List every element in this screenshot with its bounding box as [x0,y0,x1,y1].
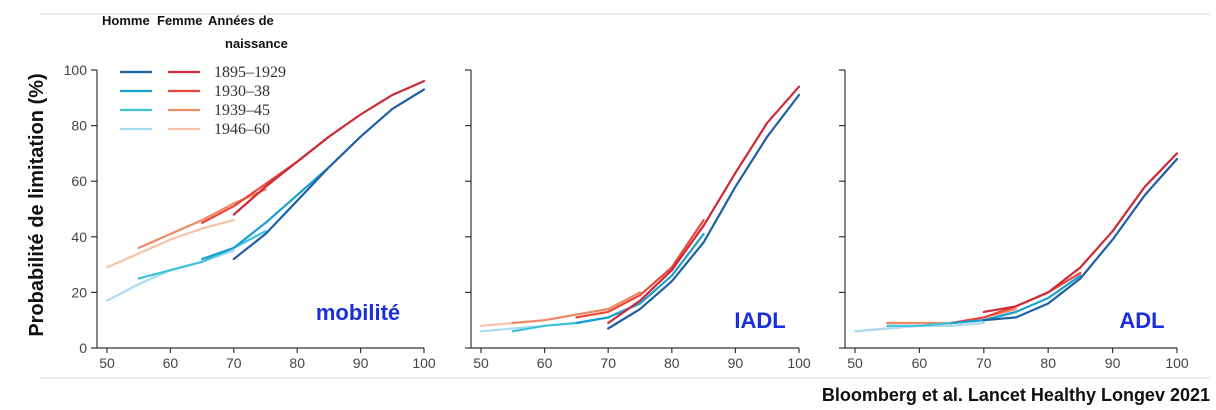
legend-cohort-label: 1930–38 [214,83,270,100]
panel-adl: 50 60 70 80 90 100 ADL [839,69,1189,371]
series-line-men-193038 [201,166,330,261]
legend: Homme Femme Années de naissance 1895–192… [102,13,288,138]
x-tick-label: 90 [353,355,369,371]
y-tick-label: 40 [71,229,87,245]
panel-label: IADL [734,308,785,333]
series-line-men-18951929 [982,157,1179,322]
x-tick-label: 60 [537,355,553,371]
legend-cohort-label: 1895–1929 [214,64,286,81]
x-tick-label: 60 [912,355,928,371]
x-tick-label: 60 [163,355,179,371]
series-line-men-193038 [950,274,1082,325]
y-tick-label: 60 [71,173,87,189]
legend-header-cohort-line2: naissance [225,36,288,51]
legend-header-men: Homme [102,13,150,28]
y-tick-label: 100 [64,62,88,78]
x-tick-label: 50 [99,355,115,371]
series-line-men-193038 [575,232,705,325]
panel-iadl: 50 60 70 80 90 100 IADL [465,69,811,371]
series-line-men-193945 [137,230,267,280]
panel-label: ADL [1119,308,1164,333]
x-tick-label: 50 [473,355,489,371]
x-tick-label: 50 [847,355,863,371]
x-tick-label: 100 [412,355,436,371]
x-tick-label: 80 [664,355,680,371]
x-tick-label: 80 [1040,355,1056,371]
x-tick-label: 90 [1105,355,1121,371]
y-tick-label: 0 [79,340,87,356]
legend-header-cohort-line1: Années de [208,13,274,28]
series-line-women-18951929 [232,80,426,216]
x-tick-label: 80 [289,355,305,371]
series-line-men-18951929 [232,88,426,261]
x-tick-label: 90 [728,355,744,371]
x-tick-label: 100 [1165,355,1189,371]
x-tick-label: 70 [226,355,242,371]
y-axis-label: Probabilité de limitation (%) [26,73,48,336]
legend-cohort-label: 1939–45 [214,102,270,119]
x-tick-label: 70 [600,355,616,371]
series-line-women-193038 [575,219,705,319]
series-line-women-193945 [511,291,642,325]
panel-label: mobilité [316,300,400,325]
x-tick-label: 70 [976,355,992,371]
legend-rows: 1895–1929 1930–38 1939–45 1946–60 [120,64,286,138]
series-line-men-18951929 [607,93,801,330]
panel-mobilite: 0 20 40 60 80 100 50 60 70 80 90 100 mobilité [64,62,436,371]
series-line-women-194660 [105,219,235,269]
series-line-women-193038 [950,271,1082,325]
citation: Bloomberg et al. Lancet Healthy Longev 2… [822,385,1210,405]
y-tick-label: 80 [71,118,87,134]
series-line-men-194660 [853,321,985,333]
x-tick-label: 100 [787,355,811,371]
y-tick-label: 20 [71,284,87,300]
panels-group: 0 20 40 60 80 100 50 60 70 80 90 100 mobilité 50 60 70 8… [64,62,1189,371]
legend-header-women: Femme [157,13,203,28]
legend-cohort-label: 1946–60 [214,121,270,138]
series-line-women-18951929 [607,85,801,325]
series-line-women-18951929 [982,152,1179,313]
